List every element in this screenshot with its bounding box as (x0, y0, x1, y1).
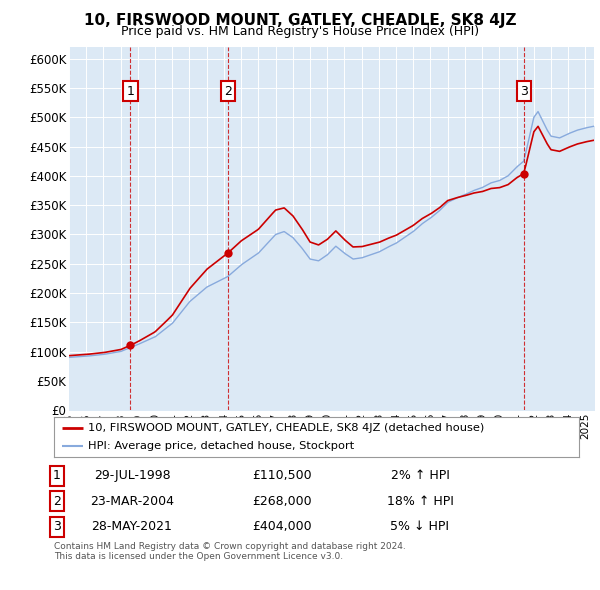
Text: 2: 2 (53, 494, 61, 508)
Text: £404,000: £404,000 (252, 520, 312, 533)
Text: Price paid vs. HM Land Registry's House Price Index (HPI): Price paid vs. HM Land Registry's House … (121, 25, 479, 38)
Text: £110,500: £110,500 (252, 469, 312, 483)
Text: 29-JUL-1998: 29-JUL-1998 (94, 469, 170, 483)
Text: 1: 1 (127, 84, 134, 97)
Text: 3: 3 (53, 520, 61, 533)
Text: £268,000: £268,000 (252, 494, 312, 508)
Text: 5% ↓ HPI: 5% ↓ HPI (391, 520, 449, 533)
Text: 1: 1 (53, 469, 61, 483)
Text: 2: 2 (224, 84, 232, 97)
Text: 2% ↑ HPI: 2% ↑ HPI (391, 469, 449, 483)
Text: 23-MAR-2004: 23-MAR-2004 (90, 494, 174, 508)
Text: 28-MAY-2021: 28-MAY-2021 (92, 520, 172, 533)
Text: 18% ↑ HPI: 18% ↑ HPI (386, 494, 454, 508)
Text: Contains HM Land Registry data © Crown copyright and database right 2024.
This d: Contains HM Land Registry data © Crown c… (54, 542, 406, 561)
Text: HPI: Average price, detached house, Stockport: HPI: Average price, detached house, Stoc… (88, 441, 355, 451)
Text: 3: 3 (520, 84, 527, 97)
Text: 10, FIRSWOOD MOUNT, GATLEY, CHEADLE, SK8 4JZ (detached house): 10, FIRSWOOD MOUNT, GATLEY, CHEADLE, SK8… (88, 423, 484, 433)
Text: 10, FIRSWOOD MOUNT, GATLEY, CHEADLE, SK8 4JZ: 10, FIRSWOOD MOUNT, GATLEY, CHEADLE, SK8… (84, 13, 516, 28)
